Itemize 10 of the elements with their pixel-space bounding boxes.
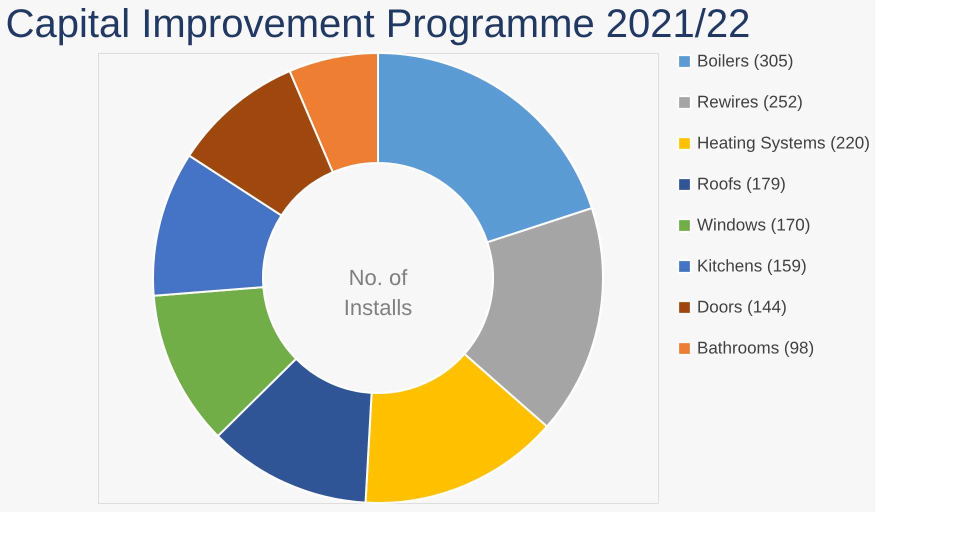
text: No. of Installs bbox=[344, 265, 412, 320]
chart-title: Capital Improvement Programme 2021/22 bbox=[6, 2, 750, 46]
legend-label: Windows (170) bbox=[697, 216, 810, 234]
legend-label: Rewires (252) bbox=[697, 92, 803, 112]
legend-label: Boilers (305) bbox=[697, 52, 794, 70]
legend-label: Bathrooms (98) bbox=[697, 338, 814, 358]
legend-label: Heating Systems (220) bbox=[697, 134, 870, 152]
legend-label: Roofs (179) bbox=[697, 174, 786, 194]
legend-label: Doors (144) bbox=[697, 298, 787, 316]
legend-label: Kitchens (159) bbox=[697, 256, 807, 276]
